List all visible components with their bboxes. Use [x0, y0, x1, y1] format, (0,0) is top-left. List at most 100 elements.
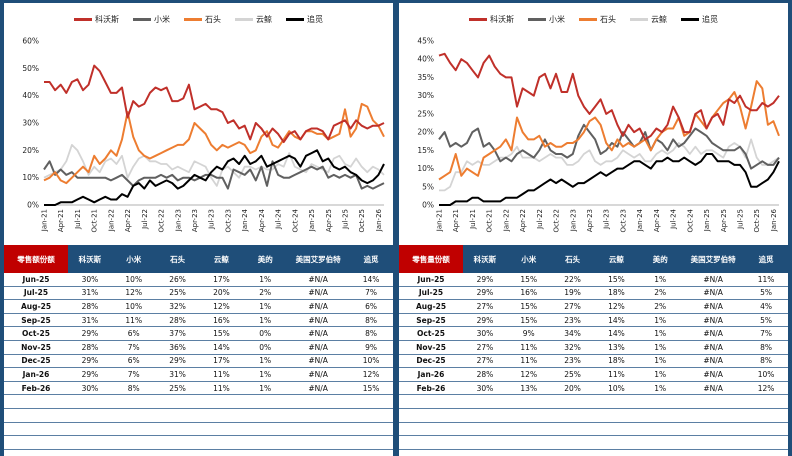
table-cell: 7%	[111, 340, 156, 355]
y-tick-label: 0%	[422, 201, 434, 210]
table-cell: 1%	[243, 381, 288, 396]
table-cell	[399, 394, 463, 409]
x-tick-label: Jan-25	[703, 209, 711, 232]
table-cell	[463, 394, 507, 409]
table-cell: #N/A	[287, 354, 350, 369]
table-row: Jul-25 29% 16% 19% 18% 2% #N/A 5%	[399, 286, 788, 301]
table-cell: 36%	[155, 340, 200, 355]
row-label: Oct-25	[399, 326, 463, 341]
table-cell: 14%	[594, 326, 639, 341]
table-cell: 22%	[550, 273, 595, 287]
table-cell: 1%	[243, 299, 288, 314]
table-empty-row	[4, 422, 393, 437]
y-tick-label: 25%	[417, 109, 434, 118]
y-tick-label: 30%	[417, 91, 434, 100]
y-tick-label: 40%	[417, 55, 434, 64]
series-line-kovos	[44, 64, 385, 144]
table-cell	[243, 422, 288, 437]
table-row: Nov-25 28% 7% 36% 14% 0% #N/A 9%	[4, 340, 393, 355]
table-cell: 29%	[68, 354, 112, 369]
x-tick-label: Jul-23	[603, 209, 611, 230]
legend-swatch	[681, 17, 699, 21]
table-cell: 18%	[594, 286, 639, 301]
x-tick-label: Jul-22	[141, 209, 149, 230]
table-empty-row	[399, 394, 788, 409]
table-cell: 15%	[506, 273, 551, 287]
table-cell: 2%	[638, 286, 683, 301]
table-cell: 25%	[550, 367, 595, 382]
table-cell: 11%	[199, 367, 244, 382]
table-cell	[243, 408, 288, 423]
table-cell: 7%	[744, 326, 788, 341]
table-cell	[744, 394, 788, 409]
table-cell	[506, 394, 551, 409]
table-row: Sep-25 31% 11% 28% 16% 1% #N/A 8%	[4, 313, 393, 328]
table-row: Sep-25 29% 15% 23% 14% 1% #N/A 5%	[399, 313, 788, 328]
table-row: Dec-25 29% 6% 29% 17% 1% #N/A 10%	[4, 354, 393, 369]
table-cell: 27%	[550, 299, 595, 314]
series-line-ecovacs	[44, 149, 385, 206]
table-cell	[4, 435, 68, 450]
table-cell: 28%	[155, 313, 200, 328]
table-cell	[199, 422, 244, 437]
table-empty-row	[399, 422, 788, 437]
table-cell: #N/A	[682, 273, 745, 287]
table-cell	[111, 394, 156, 409]
table-cell	[550, 435, 595, 450]
table-cell: 6%	[349, 299, 393, 314]
table-cell: 27%	[463, 299, 507, 314]
series-line-dreame	[439, 138, 780, 192]
table-cell: 1%	[638, 354, 683, 369]
table-cell	[155, 394, 200, 409]
table-cell: 9%	[506, 326, 551, 341]
table-cell: #N/A	[287, 286, 350, 301]
line-chart-volume-share: 0% 5% 10% 15% 20% 25% 30% 35% 40% 45% Jan-21 Apr-21…	[417, 37, 780, 233]
table-cell: #N/A	[287, 340, 350, 355]
table-cell: 0%	[243, 340, 288, 355]
table-cell: #N/A	[682, 313, 745, 328]
legend-swatch	[579, 17, 597, 21]
y-tick-label: 10%	[417, 164, 434, 173]
legend-label: 科沃斯	[95, 14, 119, 24]
chart-legend: 科沃斯 小米 石头 云鲸 追觅	[399, 12, 788, 26]
table-cell	[550, 394, 595, 409]
column-header: 小米	[111, 245, 156, 273]
table-cell	[744, 422, 788, 437]
table-row: Jan-26 28% 12% 25% 11% 1% #N/A 10%	[399, 367, 788, 382]
x-tick-label: Oct-21	[91, 209, 99, 233]
legend-swatch	[133, 17, 151, 21]
series-line-xiaomi	[43, 160, 385, 190]
table-cell: 1%	[638, 340, 683, 355]
table-cell: 15%	[506, 313, 551, 328]
x-tick-label: Jan-22	[502, 209, 510, 232]
table-cell: 30%	[463, 381, 507, 396]
table-cell: 28%	[68, 340, 112, 355]
row-label: Jul-25	[399, 286, 463, 301]
table-cell: #N/A	[287, 313, 350, 328]
table-cell: 32%	[155, 299, 200, 314]
table-cell: 25%	[155, 286, 200, 301]
x-tick-label: Oct-21	[486, 209, 494, 233]
table-corner-label: 零售量份额	[399, 245, 463, 273]
row-label: Jun-25	[4, 273, 68, 287]
table-cell	[4, 422, 68, 437]
y-tick-label: 40%	[22, 91, 39, 100]
table-row: Dec-25 27% 11% 23% 18% 1% #N/A 8%	[399, 354, 788, 369]
table-cell: 18%	[594, 354, 639, 369]
legend-item-xiaomi: 小米	[133, 12, 170, 26]
table-row: Oct-25 29% 6% 37% 15% 0% #N/A 8%	[4, 326, 393, 341]
table-cell	[4, 394, 68, 409]
column-header: 石头	[155, 245, 200, 273]
table-cell: #N/A	[287, 381, 350, 396]
table-cell: 6%	[111, 326, 156, 341]
x-tick-label: Jan-21	[41, 209, 49, 232]
table-cell: 11%	[506, 354, 551, 369]
table-cell	[638, 408, 683, 423]
table-cell: 8%	[111, 381, 156, 396]
series-line-ecovacs	[439, 153, 780, 206]
data-table-value-share: 零售额份额 科沃斯 小米 石头 云鲸 美的 美国艾罗伯特 追觅 Jun-25 30…	[4, 245, 393, 450]
table-cell: 2%	[243, 286, 288, 301]
table-cell: 23%	[550, 354, 595, 369]
table-cell	[463, 422, 507, 437]
table-cell: 16%	[506, 286, 551, 301]
